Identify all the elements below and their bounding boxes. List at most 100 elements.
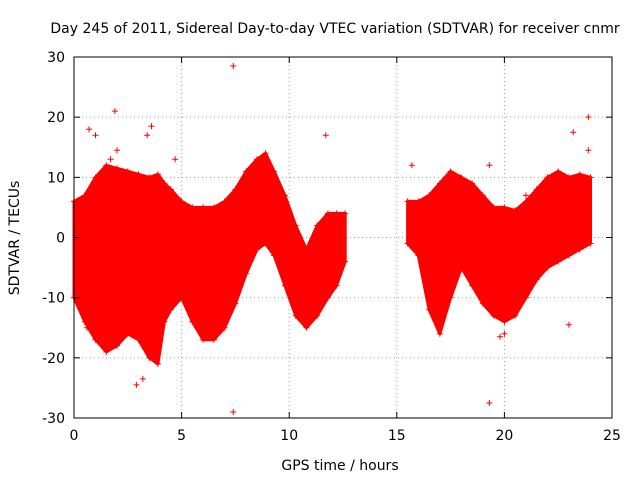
band-edge-point xyxy=(103,348,110,355)
y-tick-label: 10 xyxy=(47,170,65,186)
band-edge-point xyxy=(342,258,349,265)
band-edge-point xyxy=(135,171,142,178)
band-edge-point xyxy=(135,336,142,343)
band-edge-point xyxy=(512,312,519,319)
outlier-point xyxy=(107,156,114,163)
band-edge-point xyxy=(333,210,340,217)
outlier-point xyxy=(501,330,508,337)
band-edge-point xyxy=(447,294,454,301)
band-edge-point xyxy=(587,240,594,247)
y-axis-label: SDTVAR / TECUs xyxy=(7,181,23,296)
band-edge-point xyxy=(501,318,508,325)
data-band xyxy=(71,150,594,367)
band-edge-point xyxy=(210,336,217,343)
outlier-point xyxy=(565,321,572,328)
outlier-point xyxy=(486,162,493,169)
band-edge-point xyxy=(436,180,443,187)
outlier-point xyxy=(570,129,577,136)
band-edge-point xyxy=(469,282,476,289)
band-edge-point xyxy=(501,204,508,211)
band-segment-2 xyxy=(406,169,592,336)
band-edge-point xyxy=(555,258,562,265)
band-edge-point xyxy=(533,276,540,283)
outlier-point xyxy=(486,399,493,406)
band-edge-point xyxy=(555,168,562,175)
band-edge-point xyxy=(178,198,185,205)
band-edge-point xyxy=(303,246,310,253)
band-edge-point xyxy=(522,294,529,301)
band-edge-point xyxy=(342,210,349,217)
band-edge-point xyxy=(232,300,239,307)
band-edge-point xyxy=(253,246,260,253)
band-edge-point xyxy=(458,264,465,271)
band-segment-1 xyxy=(72,151,347,366)
band-edge-point xyxy=(512,207,519,214)
band-edge-point xyxy=(324,294,331,301)
band-edge-point xyxy=(281,192,288,199)
outlier-point xyxy=(114,147,121,154)
outlier-point xyxy=(230,63,237,70)
band-edge-point xyxy=(404,198,411,205)
band-edge-point xyxy=(415,252,422,259)
y-tick-label: 30 xyxy=(47,50,65,66)
band-edge-point xyxy=(114,165,121,172)
band-edge-point xyxy=(92,174,99,181)
y-tick-label: -10 xyxy=(42,291,65,307)
band-edge-point xyxy=(243,270,250,277)
x-tick-label: 20 xyxy=(495,428,513,444)
band-edge-point xyxy=(146,354,153,361)
outlier-point xyxy=(322,132,329,139)
y-tick-label: 0 xyxy=(56,231,65,247)
outlier-point xyxy=(408,162,415,169)
band-edge-point xyxy=(271,168,278,175)
band-edge-point xyxy=(161,318,168,325)
outlier-point xyxy=(230,408,237,415)
band-edge-point xyxy=(576,171,583,178)
x-axis-label: GPS time / hours xyxy=(281,458,398,474)
band-edge-point xyxy=(490,312,497,319)
band-edge-point xyxy=(415,198,422,205)
band-edge-point xyxy=(490,204,497,211)
band-edge-point xyxy=(314,312,321,319)
band-edge-point xyxy=(544,174,551,181)
band-edge-point xyxy=(426,306,433,313)
x-tick-label: 5 xyxy=(177,428,186,444)
band-edge-point xyxy=(587,174,594,181)
data-points xyxy=(77,63,592,415)
y-tick-label: -20 xyxy=(42,351,65,367)
y-tick-label: -30 xyxy=(42,411,65,427)
band-edge-point xyxy=(154,360,161,367)
band-edge-point xyxy=(124,168,131,175)
band-edge-point xyxy=(469,180,476,187)
band-edge-point xyxy=(303,324,310,331)
band-edge-point xyxy=(154,171,161,178)
x-tick-label: 10 xyxy=(280,428,298,444)
band-edge-point xyxy=(200,204,207,211)
band-edge-point xyxy=(253,156,260,163)
band-edge-point xyxy=(178,294,185,301)
band-edge-point xyxy=(167,186,174,193)
band-edge-point xyxy=(314,222,321,229)
band-edge-point xyxy=(479,300,486,307)
axis-ticks: 0 5 10 15 20 25 -30 -20 -10 0 10 20 30 xyxy=(42,50,621,444)
band-edge-point xyxy=(447,168,454,175)
band-edge-point xyxy=(271,252,278,259)
band-edge-point xyxy=(167,306,174,313)
x-tick-label: 25 xyxy=(603,428,621,444)
band-edge-point xyxy=(81,318,88,325)
band-edge-point xyxy=(533,186,540,193)
band-edge-point xyxy=(576,246,583,253)
band-edge-point xyxy=(565,174,572,181)
plot-frame xyxy=(73,56,613,419)
band-edge-point xyxy=(565,252,572,259)
outlier-point xyxy=(92,132,99,139)
band-edge-point xyxy=(522,198,529,205)
chart-title: Day 245 of 2011, Sidereal Day-to-day VTE… xyxy=(50,21,619,37)
band-edge-point xyxy=(404,240,411,247)
band-edge-point xyxy=(200,336,207,343)
band-edge-point xyxy=(426,192,433,199)
band-edge-point xyxy=(333,282,340,289)
band-edge-point xyxy=(161,180,168,187)
outlier-point xyxy=(83,324,90,331)
